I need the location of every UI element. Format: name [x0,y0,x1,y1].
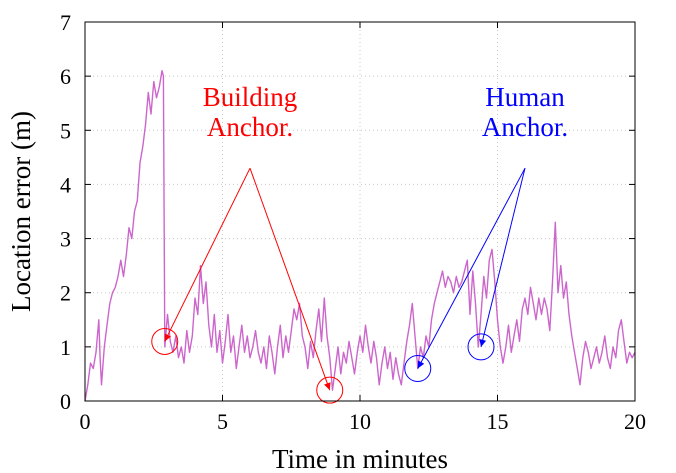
y-tick-label: 4 [60,172,71,197]
annotation-circle [316,376,344,404]
x-tick-label: 10 [349,409,371,434]
x-tick-label: 20 [624,409,646,434]
annotation-arrow [164,167,251,342]
y-tick-label: 6 [60,64,71,89]
y-tick-label: 7 [60,10,71,35]
annotation-arrow [249,168,331,391]
ticks-group: 0 5 10 15 20 0 1 2 3 4 5 6 7 [60,10,646,434]
annotation-arrowhead [164,333,172,342]
annotation-arrow [480,168,526,347]
x-tick-label: 0 [80,409,91,434]
annotation-label: Human [485,82,565,112]
annotation-label: Building [203,82,298,112]
annotation-label: Anchor. [207,112,293,142]
annotation-circle [151,327,179,355]
annotation-arrowhead [324,382,331,391]
grid [85,22,635,401]
annotation-arrowhead [479,339,487,347]
annotation-arrowhead [417,360,425,369]
annotation-circle [467,333,495,361]
x-tick-label: 15 [487,409,509,434]
series-group [84,70,636,402]
annotation-arrow [417,167,526,369]
annotation-circle [404,355,432,383]
y-tick-label: 5 [60,118,71,143]
y-tick-label: 2 [60,281,71,306]
y-axis-title: Location error (m) [6,111,36,312]
y-tick-label: 1 [60,335,71,360]
y-tick-label: 3 [60,227,71,252]
annotation-label: Anchor. [482,112,568,142]
y-tick-label: 0 [60,389,71,414]
x-axis-title: Time in minutes [272,444,448,473]
x-tick-label: 5 [217,409,228,434]
series-line [84,70,636,402]
